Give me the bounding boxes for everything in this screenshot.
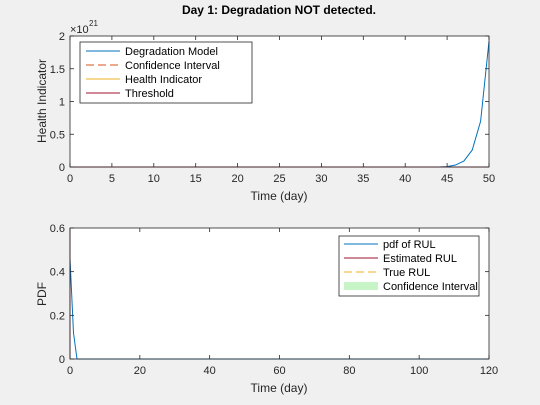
bottom-legend-item-estimated-rul[interactable]: Estimated RUL xyxy=(344,253,457,265)
bottom-legend-label-true-rul: True RUL xyxy=(383,267,430,279)
bottom-legend-item-pdf-of-rul[interactable]: pdf of RUL xyxy=(344,239,436,251)
top-xtick-label: 35 xyxy=(357,173,369,185)
bottom-legend-item-confidence-interval[interactable]: Confidence Interval xyxy=(344,281,478,293)
top-xtick-label: 50 xyxy=(483,173,495,185)
bottom-xtick-label: 0 xyxy=(67,365,73,377)
top-ytick-label: 0.5 xyxy=(50,129,65,141)
top-ytick-label: 2 xyxy=(59,31,65,43)
top-legend-item-degradation-model[interactable]: Degradation Model xyxy=(86,46,218,58)
bottom-ticks: 0 20 40 60 80 100 120 0 0.2 0.4 0.6 xyxy=(50,223,498,377)
bottom-x-axis-label: Time (day) xyxy=(251,381,308,395)
bottom-legend-item-true-rul[interactable]: True RUL xyxy=(344,267,430,279)
bottom-ytick-label: 0 xyxy=(59,354,65,366)
top-y-exponent-times: ×10 xyxy=(70,24,89,36)
top-xtick-label: 40 xyxy=(399,173,411,185)
top-legend-item-threshold[interactable]: Threshold xyxy=(86,88,174,100)
top-legend-label-degradation-model: Degradation Model xyxy=(125,46,218,58)
top-legend-label-health-indicator: Health Indicator xyxy=(125,74,202,86)
top-xtick-label: 25 xyxy=(273,173,285,185)
bottom-xtick-label: 20 xyxy=(134,365,146,377)
top-y-axis-label: Health Indicator xyxy=(35,59,49,143)
top-ticks: 0 5 10 15 20 25 30 35 40 45 50 0 0.5 1 1.5 2 xyxy=(50,31,495,185)
top-ytick-label: 0 xyxy=(59,162,65,174)
top-xtick-label: 30 xyxy=(315,173,327,185)
top-chart-title: Day 1: Degradation NOT detected. xyxy=(182,3,376,17)
top-xtick-label: 45 xyxy=(441,173,453,185)
top-xtick-label: 5 xyxy=(109,173,115,185)
top-legend-item-confidence-interval[interactable]: Confidence Interval xyxy=(86,60,220,72)
bottom-legend-label-estimated-rul: Estimated RUL xyxy=(383,253,457,265)
bottom-xtick-label: 80 xyxy=(343,365,355,377)
bottom-ytick-label: 0.6 xyxy=(50,223,65,235)
top-legend-label-threshold: Threshold xyxy=(125,88,174,100)
top-xtick-label: 20 xyxy=(231,173,243,185)
top-legend-label-confidence-interval: Confidence Interval xyxy=(125,60,220,72)
top-ytick-label: 1 xyxy=(59,97,65,109)
axes-bottom: 0 20 40 60 80 100 120 0 0.2 0.4 0.6 Time (day) PDF… xyxy=(35,223,498,395)
bottom-legend-label-confidence-interval: Confidence Interval xyxy=(383,281,478,293)
bottom-ytick-label: 0.2 xyxy=(50,310,65,322)
top-xtick-label: 10 xyxy=(148,173,160,185)
top-y-exponent-label: ×10 21 xyxy=(70,19,98,36)
top-xtick-label: 15 xyxy=(190,173,202,185)
bottom-legend-swatch-confidence-interval xyxy=(344,282,378,290)
bottom-xtick-label: 60 xyxy=(273,365,285,377)
bottom-ytick-label: 0.4 xyxy=(50,267,65,279)
axes-top: 0 5 10 15 20 25 30 35 40 45 50 0 0.5 1 1.5 2 Day 1: Deg… xyxy=(35,3,495,203)
bottom-xtick-label: 100 xyxy=(410,365,428,377)
top-legend-item-health-indicator[interactable]: Health Indicator xyxy=(86,74,202,86)
bottom-xtick-label: 40 xyxy=(204,365,216,377)
bottom-legend-label-pdf-of-rul: pdf of RUL xyxy=(383,239,436,251)
top-xtick-label: 0 xyxy=(67,173,73,185)
bottom-legend[interactable]: pdf of RUL Estimated RUL True RUL Confid… xyxy=(338,235,480,297)
top-legend[interactable]: Degradation Model Confidence Interval He… xyxy=(79,41,253,104)
bottom-y-axis-label: PDF xyxy=(35,282,49,306)
bottom-xtick-label: 120 xyxy=(480,365,498,377)
top-x-axis-label: Time (day) xyxy=(251,189,308,203)
top-ytick-label: 1.5 xyxy=(50,64,65,76)
top-y-exponent-value: 21 xyxy=(89,19,98,28)
